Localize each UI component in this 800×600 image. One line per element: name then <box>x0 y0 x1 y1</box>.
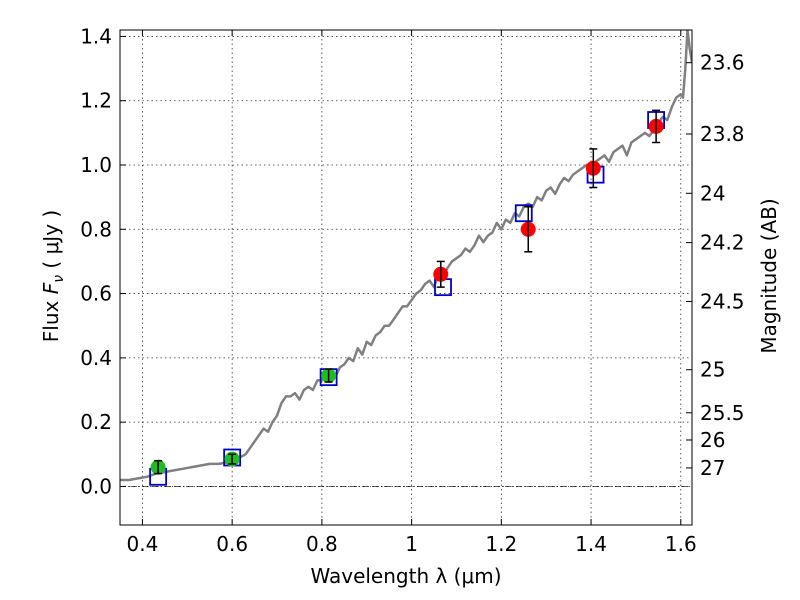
x-tick-label: 1.6 <box>665 532 697 556</box>
plot-frame <box>119 29 693 526</box>
right-axis-label: Magnitude (AB) <box>757 198 781 353</box>
y-axis-label-subscript: ν <box>51 275 67 283</box>
x-axis-label: Wavelength λ (μm) <box>310 564 501 588</box>
model-flux-square <box>514 204 533 223</box>
y-tick-label: 1.0 <box>80 153 112 177</box>
y-tick-label: 0.2 <box>80 410 112 434</box>
y-tick-label: 0.8 <box>80 217 112 241</box>
y-tick-label: 0.4 <box>80 346 112 370</box>
y-axis-label-prefix: Flux <box>39 294 63 342</box>
magnitude-tick-label: 24 <box>700 181 725 205</box>
y-tick-label: 0.6 <box>80 282 112 306</box>
magnitude-tick-label: 24.5 <box>700 289 745 313</box>
magnitude-tick-label: 25 <box>700 358 725 382</box>
magnitude-tick-label: 27 <box>700 456 725 480</box>
x-tick-label: 1 <box>405 532 418 556</box>
y-tick-label: 0.0 <box>80 474 112 498</box>
y-axis-label-suffix: ( μJy ) <box>39 210 63 275</box>
magnitude-tick-label: 23.8 <box>700 122 745 146</box>
x-tick-label: 0.8 <box>306 532 338 556</box>
x-tick-label: 1.4 <box>575 532 607 556</box>
x-tick-label: 0.4 <box>127 532 159 556</box>
magnitude-tick-label: 25.5 <box>700 401 745 425</box>
x-tick-label: 0.6 <box>216 532 248 556</box>
magnitude-tick-label: 26 <box>700 428 725 452</box>
axes: 0.4 0.6 0.8 1 1.2 1.4 1.6 0.0 0.2 0.4 0.6 0.8 1.0 1.2… <box>80 24 744 556</box>
y-tick-label: 1.4 <box>80 24 112 48</box>
grid <box>120 30 692 525</box>
y-axis-label: Flux Fν ( μJy ) <box>39 210 67 342</box>
magnitude-tick-label: 24.2 <box>700 231 745 255</box>
y-tick-label: 1.2 <box>80 89 112 113</box>
plot-area <box>120 30 692 486</box>
x-tick-label: 1.2 <box>485 532 517 556</box>
magnitude-tick-label: 23.6 <box>700 51 745 75</box>
y-axis-label-symbol: F <box>39 282 63 294</box>
